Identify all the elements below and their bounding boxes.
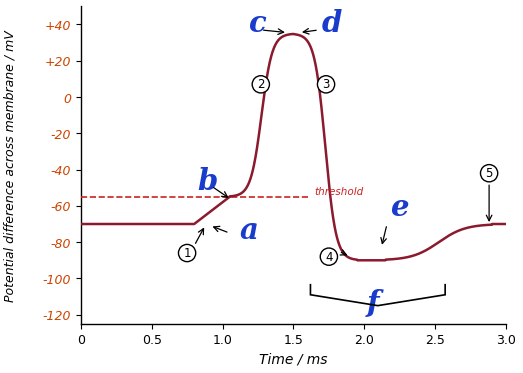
Text: a: a <box>240 216 258 245</box>
Text: b: b <box>197 167 218 196</box>
Text: e: e <box>390 192 408 221</box>
Text: f: f <box>367 288 380 317</box>
Text: 3: 3 <box>322 78 329 91</box>
Text: 2: 2 <box>257 78 265 91</box>
Text: d: d <box>322 9 342 38</box>
Text: threshold: threshold <box>315 186 364 196</box>
X-axis label: Time / ms: Time / ms <box>259 352 328 366</box>
Text: 5: 5 <box>485 167 493 180</box>
Text: c: c <box>248 9 266 38</box>
Text: 1: 1 <box>184 247 191 260</box>
Y-axis label: Potential difference across membrane / mV: Potential difference across membrane / m… <box>4 30 17 301</box>
Text: 4: 4 <box>325 250 333 263</box>
